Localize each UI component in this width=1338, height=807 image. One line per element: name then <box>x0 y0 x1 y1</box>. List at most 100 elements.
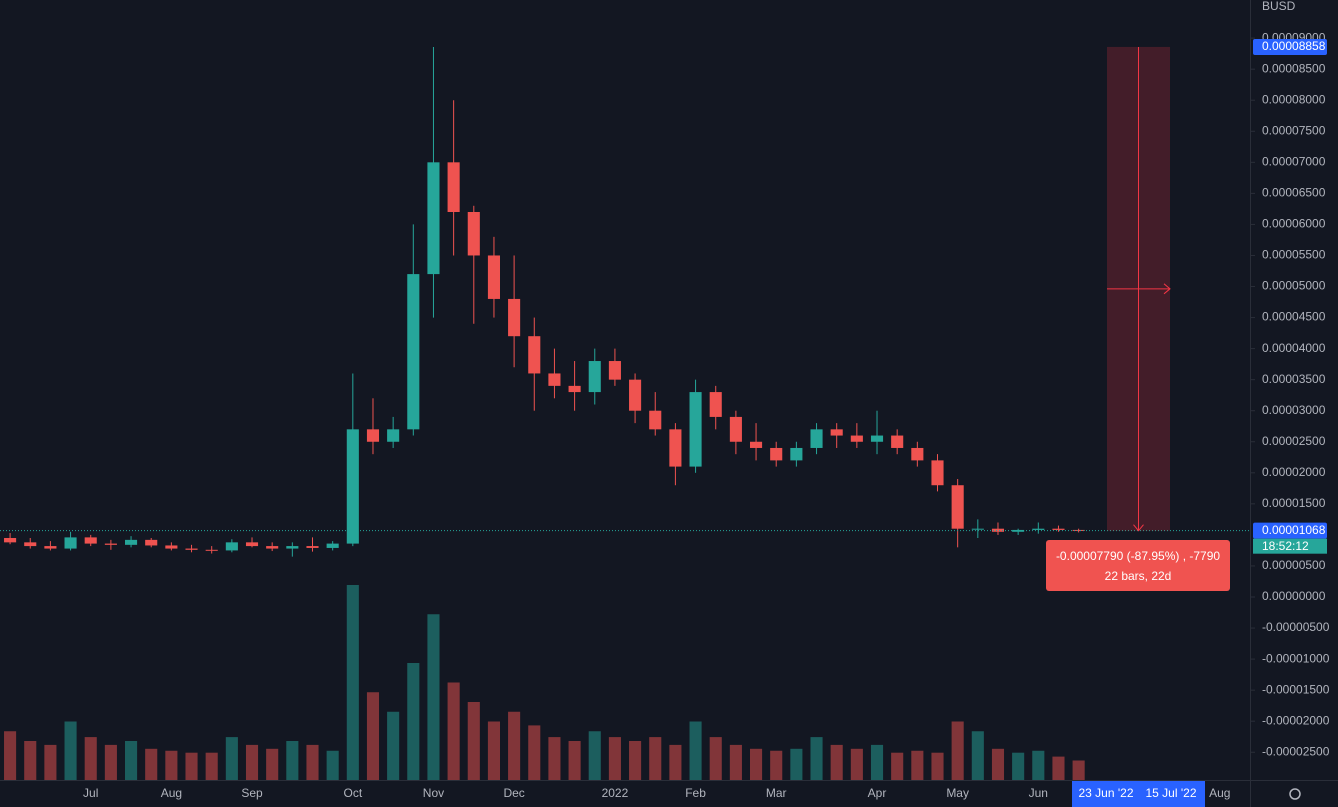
volume-bar <box>770 750 783 780</box>
candle-body <box>689 392 702 467</box>
x-tick-label: Jun <box>1029 786 1048 800</box>
candle-body <box>911 447 924 461</box>
candle-body <box>326 543 339 548</box>
volume-bar <box>366 692 380 780</box>
volume-bar <box>84 737 97 780</box>
candle-body <box>870 435 884 442</box>
measure-tooltip <box>1046 540 1230 591</box>
volume-bar <box>689 721 702 780</box>
volume-bar <box>286 741 299 780</box>
candle-body <box>104 543 117 545</box>
candle-body <box>508 298 521 337</box>
y-tick-label: 0.00002000 <box>1262 465 1326 479</box>
volume-bar <box>790 748 803 780</box>
candle-body <box>951 485 964 529</box>
volume-bar <box>750 748 763 780</box>
y-tick-label: 0.00004500 <box>1262 310 1326 324</box>
range-highlight <box>1072 781 1205 807</box>
measure-arrow-head <box>1163 283 1171 295</box>
price-label: 0.00001068 <box>1262 523 1326 537</box>
volume-bar <box>830 744 843 780</box>
volume-bar <box>729 744 742 780</box>
volume-bar <box>145 748 158 780</box>
candle-body <box>427 162 440 275</box>
candle-body <box>346 429 359 544</box>
volume-bar <box>588 731 601 780</box>
x-tick-label: 2022 <box>602 786 629 800</box>
y-tick-label: 0.00008500 <box>1262 61 1326 75</box>
y-tick-label: 0.00008000 <box>1262 92 1326 106</box>
countdown-bg <box>1253 538 1327 554</box>
candle-body <box>1032 528 1045 530</box>
x-tick-label: May <box>946 786 969 800</box>
volume-bar <box>64 721 77 780</box>
axis-unit: BUSD <box>1262 0 1296 13</box>
candle-body <box>185 548 198 550</box>
candle-body <box>286 546 299 549</box>
candle-body <box>729 416 742 442</box>
candle-body <box>125 539 138 545</box>
candle-body <box>1052 528 1065 530</box>
volume-bar <box>245 744 259 780</box>
y-tick-label: -0.00001500 <box>1262 682 1330 696</box>
candle-body <box>629 379 642 411</box>
y-tick-label: 0.00000000 <box>1262 589 1326 603</box>
candle-body <box>931 460 944 486</box>
volume-bar <box>447 682 460 780</box>
candle-body <box>165 545 178 549</box>
volume-bar <box>568 741 581 780</box>
volume-bar <box>326 750 339 780</box>
volume-bar <box>205 752 218 780</box>
y-tick-label: 0.00005500 <box>1262 248 1326 262</box>
volume-bar <box>306 744 319 780</box>
measure-text: 22 bars, 22d <box>1105 569 1172 583</box>
candle-body <box>709 392 722 417</box>
candle-body <box>850 435 863 442</box>
y-tick-label: 0.00006000 <box>1262 217 1326 231</box>
volume-bar <box>991 748 1005 780</box>
y-tick-label: -0.00000500 <box>1262 620 1330 634</box>
candle-body <box>467 211 480 256</box>
volume-bar <box>125 741 138 780</box>
volume-bar <box>548 737 561 780</box>
candle-body <box>649 410 662 430</box>
y-tick-label: 0.00003500 <box>1262 372 1326 386</box>
candle-body <box>790 447 803 461</box>
volume-bar <box>407 663 420 780</box>
range-label: 23 Jun '22 <box>1078 786 1133 800</box>
candle-body <box>44 546 57 549</box>
volume-bar <box>850 748 863 780</box>
volume-bar <box>165 750 178 780</box>
y-tick-label: -0.00002500 <box>1262 744 1330 758</box>
volume-bar <box>4 731 17 780</box>
candle-body <box>387 429 400 442</box>
candle-body <box>750 441 763 448</box>
settings-icon[interactable] <box>1289 788 1301 800</box>
countdown: 18:52:12 <box>1262 539 1309 553</box>
volume-bar <box>608 737 621 780</box>
volume-bar <box>870 744 884 780</box>
range-label: 15 Jul '22 <box>1146 786 1197 800</box>
measure-text: -0.00007790 (-87.95%) , -7790 <box>1056 549 1220 563</box>
volume-bar <box>467 702 480 780</box>
volume-bar <box>1032 750 1045 780</box>
candle-body <box>64 537 77 549</box>
x-tick-label: Dec <box>503 786 524 800</box>
volume-bar <box>104 744 117 780</box>
y-tick-label: 0.00005000 <box>1262 279 1326 293</box>
volume-bar <box>44 744 57 780</box>
volume-bar <box>225 737 238 780</box>
candle-body <box>145 539 158 546</box>
candle-body <box>991 528 1005 532</box>
y-tick-label: -0.00002000 <box>1262 713 1330 727</box>
candle-body <box>306 546 319 548</box>
x-tick-label: Sep <box>241 786 263 800</box>
candle-body <box>1012 529 1025 532</box>
y-tick-label: 0.00007000 <box>1262 154 1326 168</box>
candle-body <box>4 538 17 543</box>
volume-bar <box>1052 756 1065 780</box>
x-tick-label: Apr <box>868 786 887 800</box>
candle-body <box>407 274 420 430</box>
price-label-bg <box>1253 38 1327 55</box>
